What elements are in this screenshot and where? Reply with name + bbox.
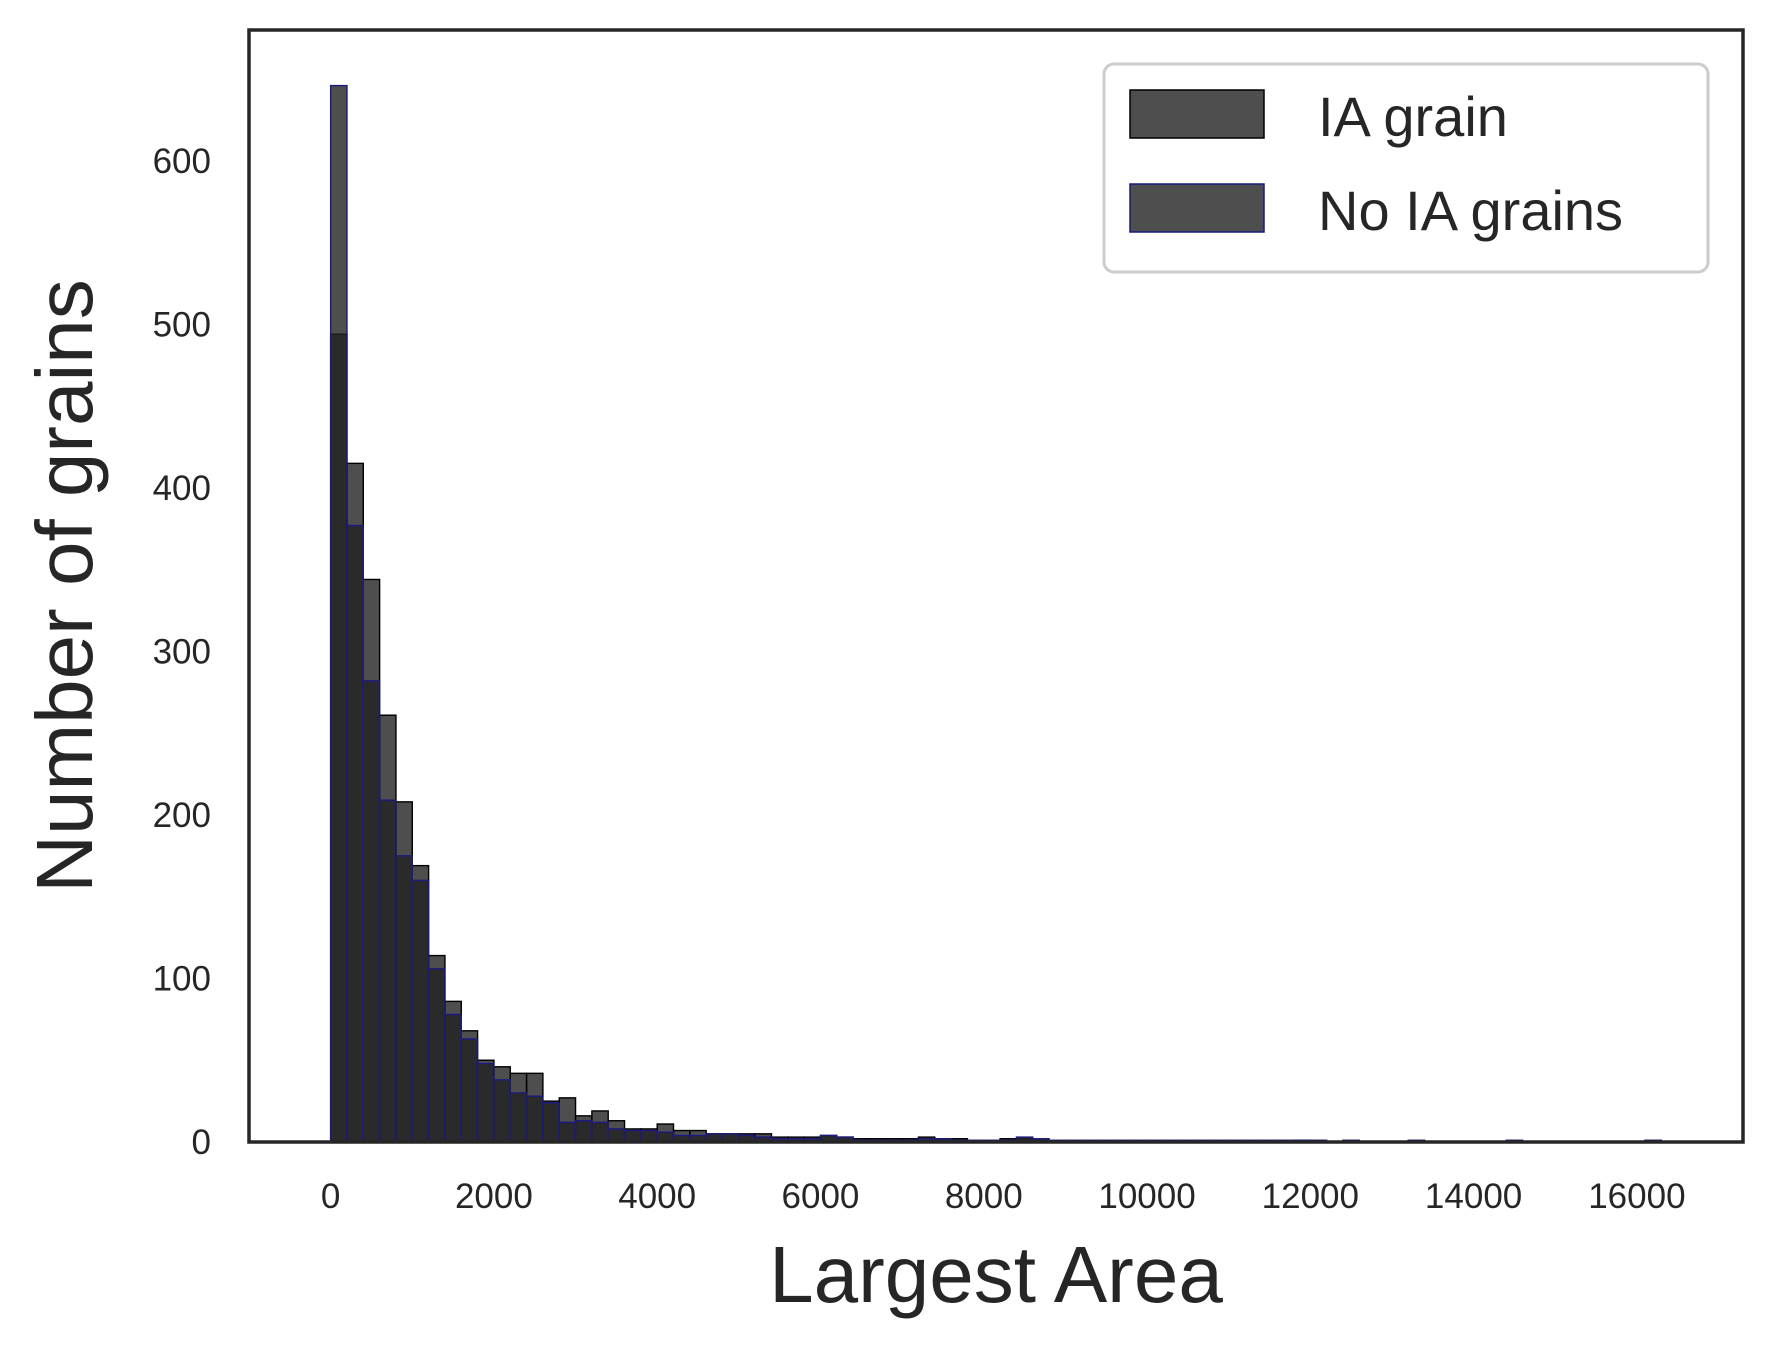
- y-axis-label: Number of grains: [20, 279, 109, 893]
- histogram-bar: [362, 680, 381, 1143]
- histogram-bar: [378, 799, 397, 1143]
- x-axis-ticks: 0 2000 4000 6000 8000 10000 12000 14000 16000: [321, 1177, 1686, 1216]
- x-tick-label: 4000: [618, 1177, 696, 1216]
- y-tick-label: 100: [153, 959, 211, 998]
- histogram-bar: [444, 1013, 462, 1143]
- legend-swatch-no-ia-grains: [1129, 183, 1265, 233]
- y-tick-label: 200: [153, 796, 211, 835]
- histogram-bar: [411, 879, 430, 1143]
- y-tick-label: 400: [153, 469, 211, 508]
- histogram-bar: [542, 1102, 560, 1143]
- x-tick-label: 14000: [1425, 1177, 1522, 1216]
- x-tick-label: 16000: [1588, 1177, 1685, 1216]
- legend-label-no-ia-grains: No IA grains: [1318, 179, 1623, 242]
- histogram-bar: [395, 855, 413, 1143]
- x-tick-label: 10000: [1098, 1177, 1195, 1216]
- y-axis-ticks: 0 100 200 300 400 500 600: [153, 142, 211, 1162]
- histogram-bar: [558, 1121, 577, 1143]
- x-tick-label: 6000: [782, 1177, 860, 1216]
- x-tick-label: 0: [321, 1177, 340, 1216]
- x-tick-label: 2000: [455, 1177, 533, 1216]
- series-no-ia-grains: [329, 84, 1663, 1143]
- x-axis-label: Largest Area: [769, 1230, 1223, 1319]
- histogram-bar: [476, 1062, 495, 1143]
- histogram-bar: [574, 1120, 593, 1143]
- histogram-bar: [509, 1092, 528, 1143]
- y-tick-label: 300: [153, 632, 211, 671]
- histogram-bar: [607, 1128, 626, 1143]
- histogram-bar: [427, 967, 446, 1143]
- legend: IA grain No IA grains: [1102, 62, 1710, 274]
- x-tick-label: 8000: [945, 1177, 1023, 1216]
- plot-frame: [247, 28, 1745, 1144]
- histogram-bar: [525, 1095, 544, 1143]
- histogram-bar: [329, 84, 348, 1143]
- x-tick-label: 12000: [1262, 1177, 1359, 1216]
- y-tick-label: 0: [192, 1123, 211, 1162]
- histogram-bar: [493, 1079, 511, 1143]
- legend-label-ia-grain: IA grain: [1318, 85, 1508, 148]
- histogram-bar: [591, 1121, 609, 1143]
- histogram-bar: [460, 1038, 479, 1143]
- legend-swatch-ia-grain: [1129, 89, 1265, 139]
- histogram-bar: [346, 524, 364, 1143]
- y-tick-label: 500: [153, 305, 211, 344]
- y-tick-label: 600: [153, 142, 211, 181]
